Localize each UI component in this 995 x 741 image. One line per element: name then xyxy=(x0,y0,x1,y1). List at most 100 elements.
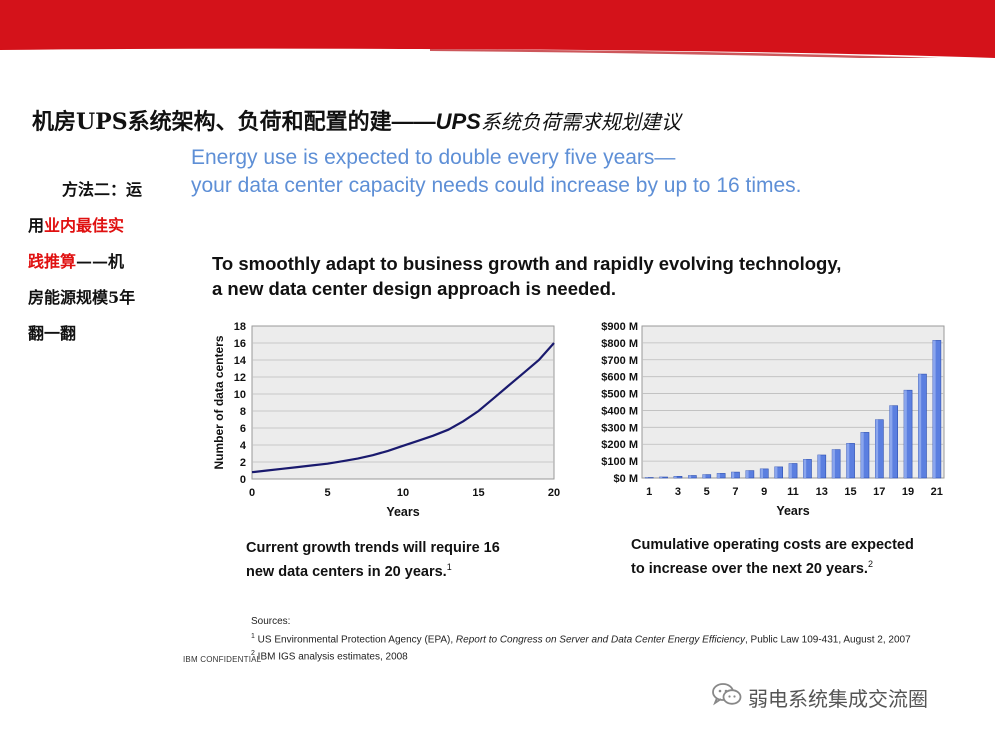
side-note-line: 用业内最佳实 xyxy=(28,208,168,244)
bar-highlight xyxy=(717,473,720,478)
x-tick-label: 15 xyxy=(844,486,856,498)
bar xyxy=(745,470,755,479)
left-chart-caption: Current growth trends will require 16 ne… xyxy=(246,539,500,582)
slide-title: 机房UPS系统架构、负荷和配置的建——UPS系统负荷需求规划建议 xyxy=(32,104,972,136)
caption-line: to increase over the next 20 years.2 xyxy=(631,555,914,579)
source-text: US Environmental Protection Agency (EPA)… xyxy=(254,633,456,645)
footnote-ref: 1 xyxy=(446,562,452,572)
y-axis-label: Number of data centers xyxy=(212,335,226,469)
bar-highlight xyxy=(932,340,936,478)
source-item: 1 US Environmental Protection Agency (EP… xyxy=(251,630,971,648)
side-note-text: 用 xyxy=(28,216,45,235)
bar-highlight xyxy=(688,475,692,478)
caption-line: new data centers in 20 years.1 xyxy=(246,558,500,582)
y-tick-label: 18 xyxy=(234,321,246,333)
bar-highlight xyxy=(846,443,850,478)
bar-highlight xyxy=(860,432,864,478)
caption-line: Current growth trends will require 16 xyxy=(246,540,500,556)
side-note-highlight: 践推算 xyxy=(28,252,77,271)
y-tick-label: 2 xyxy=(240,457,246,469)
y-tick-label: $900 M xyxy=(601,321,638,333)
bar-highlight xyxy=(760,468,763,478)
source-text: , Public Law 109-431, August 2, 2007 xyxy=(744,633,911,645)
bar-highlight xyxy=(774,466,778,478)
source-number: 2 xyxy=(251,650,255,658)
side-note-line: 践推算——机 xyxy=(28,244,168,280)
side-note-highlight: 业内最佳实 xyxy=(44,216,125,235)
energy-line: your data center capacity needs could in… xyxy=(191,174,802,197)
y-tick-label: $500 M xyxy=(601,389,638,401)
title-main: 机房UPS系统架构、负荷和配置的建 xyxy=(32,109,392,135)
y-tick-label: $600 M xyxy=(601,372,638,384)
x-tick-label: 1 xyxy=(646,486,652,498)
caption-text: new data centers in 20 years. xyxy=(246,563,447,580)
title-dash: —— xyxy=(391,109,436,134)
source-item: 2 IBM IGS analysis estimates, 2008 xyxy=(251,647,971,665)
energy-line: Energy use is expected to double every f… xyxy=(191,146,676,169)
bar-highlight xyxy=(702,474,706,478)
operating-costs-bar-chart: $0 M $100 M $200 M $300 M $400 M $500 M $600 M… xyxy=(590,318,970,528)
watermark-label: 弱电系统集成交流圈 xyxy=(748,686,928,711)
side-note-line: 翻一翻 xyxy=(28,324,77,343)
source-text: IBM IGS analysis estimates, 2008 xyxy=(254,651,408,663)
energy-statement: Energy use is expected to double every f… xyxy=(191,144,971,200)
x-tick-label: 3 xyxy=(675,486,681,498)
bar-highlight xyxy=(803,459,807,478)
plot-area xyxy=(251,325,555,480)
header-banner xyxy=(0,0,995,58)
y-tick-label: 8 xyxy=(240,406,246,418)
x-tick-label: 20 xyxy=(548,487,560,499)
bar-chart-svg: $0 M $100 M $200 M $300 M $400 M $500 M $600 M… xyxy=(601,321,945,518)
bar-highlight xyxy=(832,449,835,478)
x-tick-label: 5 xyxy=(324,487,330,499)
bar-highlight xyxy=(918,374,922,478)
watermark: 弱电系统集成交流圈 xyxy=(712,682,928,712)
bar-highlight xyxy=(875,419,879,478)
bar xyxy=(716,473,726,479)
headline-line: To smoothly adapt to business growth and… xyxy=(212,253,842,274)
side-note-text: ——机 xyxy=(76,252,125,271)
y-tick-label: 16 xyxy=(234,338,246,350)
bar-highlight xyxy=(731,472,735,478)
y-tick-label: $800 M xyxy=(601,338,638,350)
source-number: 1 xyxy=(251,632,255,640)
data-centers-line-chart: 0 2 4 6 8 10 12 14 16 18 0 5 10 15 20 Years Number of da… xyxy=(205,318,575,528)
x-tick-label: 9 xyxy=(761,486,767,498)
x-axis-label: Years xyxy=(386,505,419,519)
bar xyxy=(889,405,899,479)
x-tick-label: 13 xyxy=(816,486,828,498)
y-tick-label: 0 xyxy=(240,474,246,486)
bar xyxy=(831,449,841,479)
side-note-line: 房能源规模5年 xyxy=(28,288,136,307)
bar-highlight xyxy=(659,477,663,478)
x-tick-label: 15 xyxy=(472,487,484,499)
headline: To smoothly adapt to business growth and… xyxy=(212,251,972,301)
sources: Sources: 1 US Environmental Protection A… xyxy=(251,615,971,665)
side-note-line: 方法二：运 xyxy=(62,180,143,199)
x-tick-label: 7 xyxy=(732,486,738,498)
bar-highlight xyxy=(673,476,677,478)
y-tick-label: 10 xyxy=(234,389,246,401)
x-tick-label: 17 xyxy=(873,486,885,498)
bar-highlight xyxy=(904,390,907,478)
y-tick-label: $400 M xyxy=(601,405,638,417)
caption-line: Cumulative operating costs are expected xyxy=(631,537,914,553)
headline-line: a new data center design approach is nee… xyxy=(212,278,617,299)
x-tick-label: 19 xyxy=(902,486,914,498)
y-tick-label: $200 M xyxy=(601,439,638,451)
wechat-icon xyxy=(712,682,742,712)
footnote-ref: 2 xyxy=(867,559,873,569)
bar-highlight xyxy=(889,405,893,478)
x-tick-label: 0 xyxy=(249,487,255,499)
bar-highlight xyxy=(817,455,821,478)
bar-highlight xyxy=(789,463,792,478)
source-title: Report to Congress on Server and Data Ce… xyxy=(455,633,745,645)
y-tick-label: $300 M xyxy=(601,422,638,434)
bar xyxy=(688,475,697,479)
y-tick-label: 4 xyxy=(240,440,247,452)
x-tick-label: 21 xyxy=(931,486,943,498)
x-tick-label: 10 xyxy=(397,487,409,499)
x-axis-label: Years xyxy=(776,504,809,518)
y-tick-label: $0 M xyxy=(614,473,638,485)
sources-heading: Sources: xyxy=(251,616,291,627)
